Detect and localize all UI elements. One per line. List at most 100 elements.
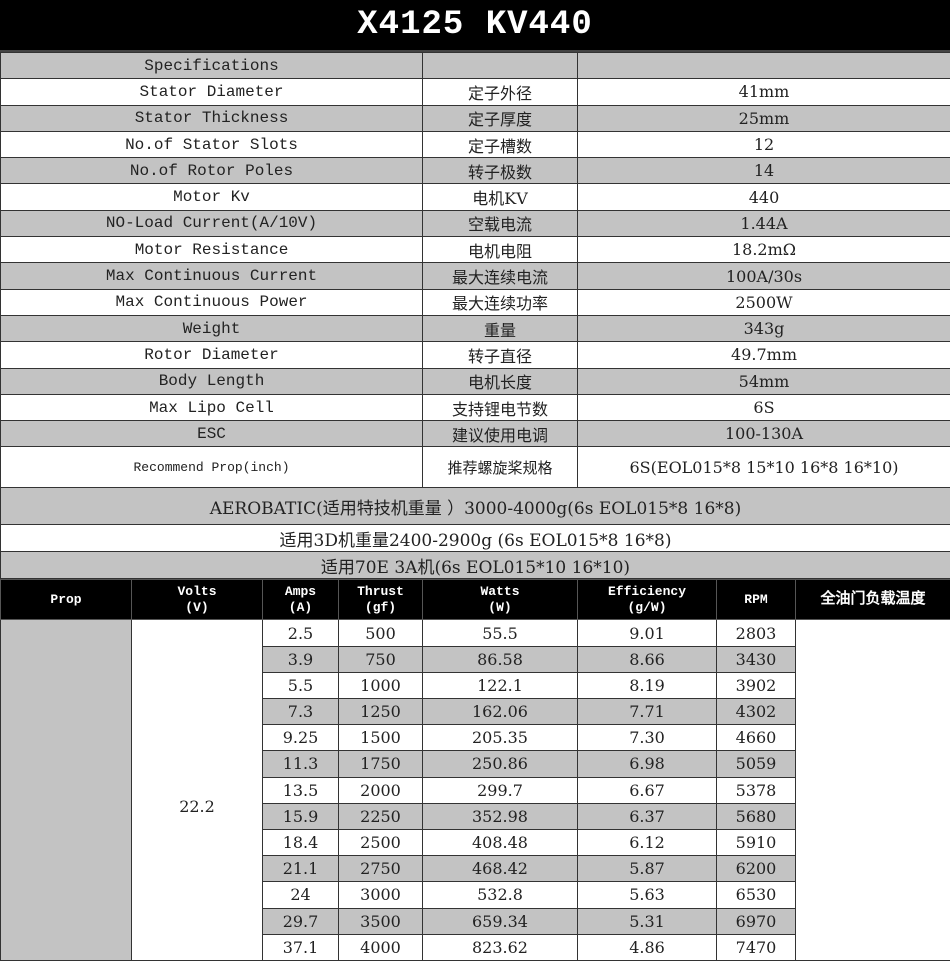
watts-cell: 532.8 [422,881,578,909]
table-row: 29.7 3500 659.34 5.31 6970 [1,907,950,935]
spec-name-cn: 转子直径 [422,341,578,369]
table-row: 11.3 1750 250.86 6.98 5059 [1,750,950,778]
thrust-cell: 2750 [338,855,423,883]
spec-name-cn: 定子槽数 [422,130,578,159]
rpm-cell: 3430 [716,645,796,673]
amps-cell: 2.5 [262,619,339,647]
spec-row: Weight 重量 343g [0,314,950,343]
note-aerobatic: AEROBATIC(适用特技机重量 ）3000-4000g(6s EOL015*… [0,487,950,526]
spec-row: Max Lipo Cell 支持锂电节数 6S [0,393,950,422]
page-title: X4125 KV440 [0,0,950,52]
spec-name: Rotor Diameter [0,341,423,369]
rpm-cell: 3902 [716,671,796,700]
spec-value: 440 [577,183,950,211]
amps-cell: 9.25 [262,724,339,752]
column-header: Efficiency (g/W) [577,579,717,621]
table-row: 15.9 2250 352.98 6.37 5680 [1,802,950,830]
watts-cell: 823.62 [422,933,578,961]
efficiency-cell: 8.66 [577,645,717,673]
table-row: 18.4 2500 408.48 6.12 5910 [1,828,950,857]
table-header-row: Prop Volts (V) Amps (A) Thrust (gf) Watts (W… [0,579,950,621]
thrust-cell: 2000 [338,776,423,804]
spec-value: 54mm [577,367,950,395]
spec-value: 100A/30s [577,262,950,290]
watts-cell: 468.42 [422,855,578,883]
rpm-cell: 6970 [716,907,796,935]
spec-value: 49.7mm [577,341,950,369]
spec-row: Motor Kv 电机KV 440 [0,183,950,211]
spec-value: 343g [577,314,950,343]
spec-row: NO-Load Current(A/10V) 空载电流 1.44A [0,209,950,238]
column-header: 全油门负载温度 [795,579,950,621]
efficiency-cell: 6.37 [577,802,717,830]
efficiency-cell: 8.19 [577,671,717,700]
rpm-cell: 4302 [716,698,796,726]
prop-cell [0,619,132,961]
spec-name: Motor Kv [0,183,423,211]
watts-cell: 55.5 [422,619,578,647]
amps-cell: 5.5 [262,671,339,700]
spec-name: No.of Rotor Poles [0,157,423,185]
column-header: Thrust (gf) [338,579,423,621]
spec-row: Stator Diameter 定子外径 41mm [0,78,950,106]
watts-cell: 205.35 [422,724,578,752]
watts-cell: 408.48 [422,828,578,857]
table-row: 3.9 750 86.58 8.66 3430 [1,645,950,673]
table-row: 9.25 1500 205.35 7.30 4660 [1,724,950,752]
column-header: Amps (A) [262,579,339,621]
column-header: Volts (V) [131,579,263,621]
spec-row: No.of Stator Slots 定子槽数 12 [0,130,950,159]
amps-cell: 3.9 [262,645,339,673]
volts-cell: 22.2 [131,619,263,961]
spec-name: ESC [0,420,423,448]
watts-cell: 352.98 [422,802,578,830]
watts-cell: 86.58 [422,645,578,673]
spec-row: ESC 建议使用电调 100-130A [0,420,950,448]
column-header: RPM [716,579,796,621]
spec-value: 41mm [577,78,950,106]
spec-name-cn: 空载电流 [422,209,578,238]
watts-cell: 122.1 [422,671,578,700]
spec-name: Motor Resistance [0,236,423,264]
table-row: 5.5 1000 122.1 8.19 3902 [1,671,950,700]
thrust-cell: 1000 [338,671,423,700]
table-row: 7.3 1250 162.06 7.71 4302 [1,698,950,726]
rpm-cell: 5680 [716,802,796,830]
thrust-cell: 750 [338,645,423,673]
spec-value: 2500W [577,288,950,316]
amps-cell: 11.3 [262,750,339,778]
specs-header-row: Specifications [0,51,950,80]
efficiency-cell: 5.31 [577,907,717,935]
spec-value: 14 [577,157,950,185]
thrust-cell: 3000 [338,881,423,909]
specs-header: Specifications [0,51,423,80]
table-row: 24 3000 532.8 5.63 6530 [1,881,950,909]
efficiency-cell: 6.67 [577,776,717,804]
efficiency-cell: 7.30 [577,724,717,752]
rpm-cell: 2803 [716,619,796,647]
spec-name-cn: 电机KV [422,183,578,211]
spec-row: Body Length 电机长度 54mm [0,367,950,395]
note-3d: 适用3D机重量2400-2900g (6s EOL015*8 16*8) [0,524,950,553]
rpm-cell: 5910 [716,828,796,857]
table-row: 22.2 2.5 500 55.5 9.01 2803 [0,619,950,961]
amps-cell: 13.5 [262,776,339,804]
watts-cell: 250.86 [422,750,578,778]
column-header: Watts (W) [422,579,578,621]
spec-name: No.of Stator Slots [0,130,423,159]
spec-name: Stator Thickness [0,104,423,132]
spec-value: 6S [577,393,950,422]
efficiency-cell: 4.86 [577,933,717,961]
temperature-cell [795,619,950,961]
spec-row: Rotor Diameter 转子直径 49.7mm [0,341,950,369]
spec-name: Max Lipo Cell [0,393,423,422]
spec-row: Max Continuous Current 最大连续电流 100A/30s [0,262,950,290]
spec-name-cn: 转子极数 [422,157,578,185]
spec-row: Stator Thickness 定子厚度 25mm [0,104,950,132]
recommend-label-cn: 推荐螺旋桨规格 [422,446,578,489]
recommend-prop-row: Recommend Prop(inch) 推荐螺旋桨规格 6S(EOL015*8… [0,446,950,489]
rpm-cell: 5378 [716,776,796,804]
amps-cell: 15.9 [262,802,339,830]
spec-row: No.of Rotor Poles 转子极数 14 [0,157,950,185]
spec-name: Weight [0,314,423,343]
